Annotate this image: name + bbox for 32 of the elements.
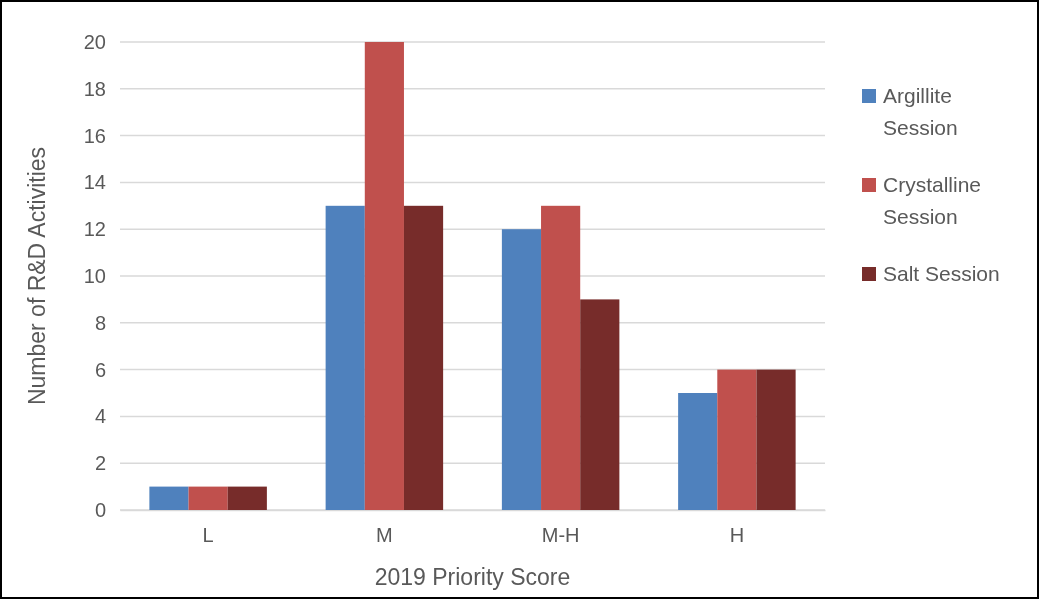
bar [227,486,267,510]
legend-label: Crystalline Session [883,173,982,228]
bar [678,393,718,510]
y-tick-label: 0 [94,498,106,521]
x-axis-title: 2019 Priority Score [374,564,571,590]
bar [541,205,581,510]
legend-label: Salt Session [883,262,1000,285]
y-tick-label: 14 [83,171,106,194]
bar [580,299,620,510]
bar [756,369,796,510]
y-tick-label: 8 [94,311,106,334]
y-tick-label: 12 [83,218,106,241]
y-tick-label: 6 [94,358,106,381]
x-tick-label: H [729,524,745,547]
y-axis-title: Number of R&D Activities [24,146,50,406]
y-tick-label: 2 [94,452,106,475]
bar [325,205,365,510]
bar [501,229,542,510]
bar [364,42,404,510]
x-tick-label: M [376,524,393,547]
y-tick-label: 20 [83,30,106,53]
y-tick-label: 18 [83,77,106,100]
y-tick-label: 10 [83,264,106,287]
bar [149,486,189,510]
bar [403,205,444,510]
x-tick-label: M-H [541,524,580,547]
y-tick-label: 16 [83,124,106,147]
x-tick-label: L [202,524,214,547]
legend-label: Argillite Session [883,84,958,139]
y-tick-label: 4 [94,405,106,428]
bar [188,486,228,510]
bar [717,369,757,510]
